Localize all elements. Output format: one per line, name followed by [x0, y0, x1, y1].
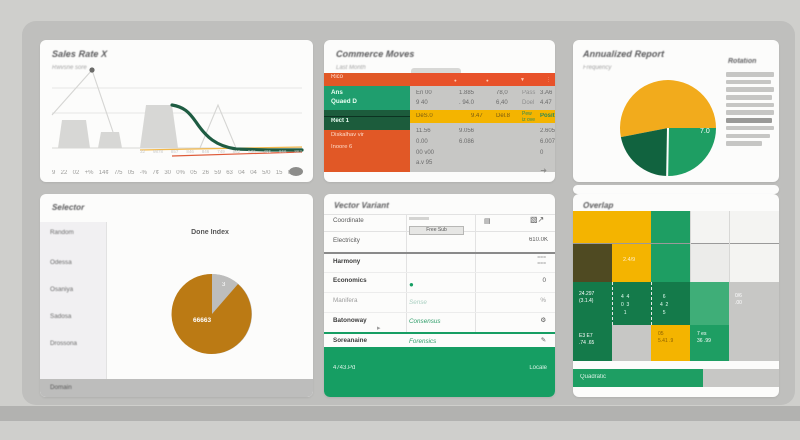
svg-text:7.0: 7.0: [700, 128, 710, 135]
svg-text:66663: 66663: [193, 317, 211, 324]
